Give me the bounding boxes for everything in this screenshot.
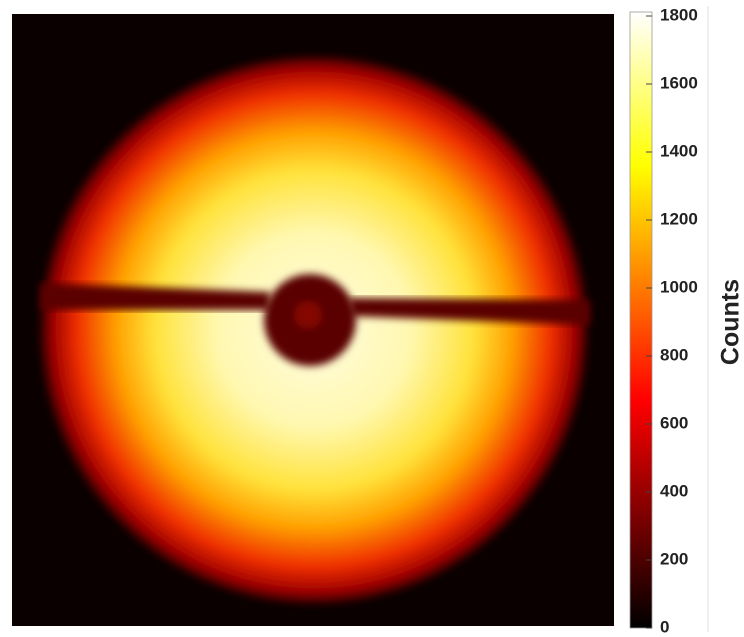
colorbar-label: Counts <box>717 279 744 365</box>
tick-label: 1200 <box>660 209 698 228</box>
tick-label: 800 <box>660 345 688 364</box>
tick-label: 400 <box>660 481 688 500</box>
tick-label: 0 <box>660 617 669 636</box>
tick-label: 1600 <box>660 73 698 92</box>
tick-label: 1000 <box>660 277 698 296</box>
colorbar-axis: 0 200 400 600 800 1000 1200 1400 1600 1800 <box>646 5 698 636</box>
tick-label: 1800 <box>660 5 698 24</box>
tick-label: 600 <box>660 413 688 432</box>
detector-image <box>12 14 614 626</box>
tick-label: 200 <box>660 549 688 568</box>
colorbar <box>629 11 653 629</box>
tick-label: 1400 <box>660 141 698 160</box>
